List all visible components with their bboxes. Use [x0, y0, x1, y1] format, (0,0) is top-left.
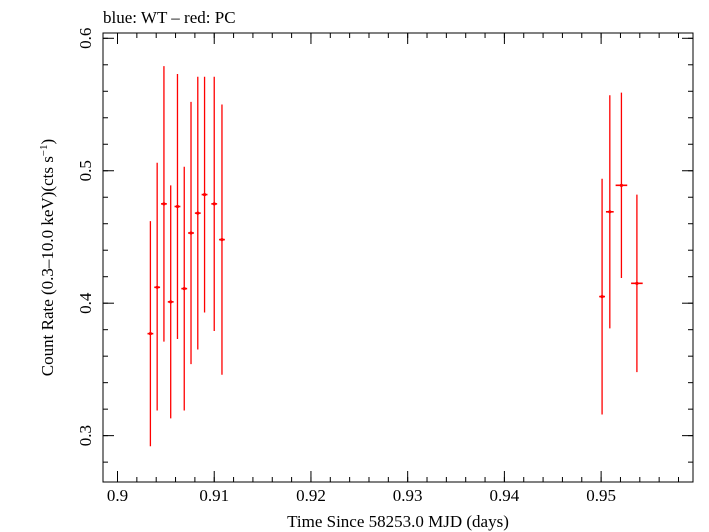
point-marker — [635, 281, 639, 285]
point-marker — [169, 300, 173, 304]
x-axis-label: Time Since 58253.0 MJD (days) — [287, 512, 509, 531]
data-point — [211, 76, 218, 332]
y-tick-label: 0.6 — [76, 28, 95, 49]
point-marker — [600, 294, 604, 299]
y-tick-label: 0.5 — [76, 160, 95, 181]
data-point — [631, 194, 643, 373]
data-point — [219, 104, 225, 375]
x-tick-label: 0.93 — [393, 486, 423, 505]
x-tick-label: 0.91 — [199, 486, 229, 505]
data-point — [599, 178, 605, 415]
point-marker — [155, 285, 159, 289]
y-axis-label-superscript: −1 — [38, 144, 50, 156]
data-points — [147, 66, 643, 447]
data-point — [161, 66, 167, 342]
point-marker — [175, 204, 180, 209]
point-marker — [196, 211, 200, 215]
x-tick-label: 0.92 — [296, 486, 326, 505]
point-marker — [220, 238, 224, 242]
data-point — [201, 76, 208, 313]
point-marker — [182, 287, 186, 291]
x-tick-label: 0.94 — [490, 486, 520, 505]
point-marker — [608, 210, 612, 214]
x-tick-label: 0.9 — [107, 486, 128, 505]
point-marker — [162, 202, 166, 206]
plot-frame — [102, 32, 694, 483]
y-axis-label-close: ) — [38, 139, 57, 145]
y-tick-label: 0.3 — [76, 425, 95, 446]
x-axis: 0.9 0.91 0.92 0.93 0.94 0.95 — [107, 33, 679, 505]
y-axis: 0.3 0.4 0.5 0.6 — [76, 28, 693, 463]
data-point — [147, 221, 154, 447]
data-point — [194, 76, 201, 350]
point-marker — [189, 231, 193, 235]
data-point — [174, 74, 181, 339]
x-tick-label: 0.95 — [586, 486, 616, 505]
point-marker — [202, 192, 207, 197]
data-point — [167, 185, 174, 419]
data-point — [605, 95, 614, 329]
chart-title: blue: WT – red: PC — [103, 8, 236, 27]
y-tick-label: 0.4 — [76, 292, 95, 314]
data-point — [615, 92, 628, 279]
y-axis-label: Count Rate (0.3–10.0 keV)(cts s−1) — [38, 139, 57, 376]
point-marker — [619, 183, 624, 187]
y-axis-label-main: Count Rate (0.3–10.0 keV)(cts s — [38, 156, 57, 376]
data-point — [181, 166, 188, 411]
point-marker — [212, 202, 216, 206]
data-point — [188, 101, 194, 365]
point-marker — [148, 332, 152, 336]
data-point — [154, 162, 161, 411]
